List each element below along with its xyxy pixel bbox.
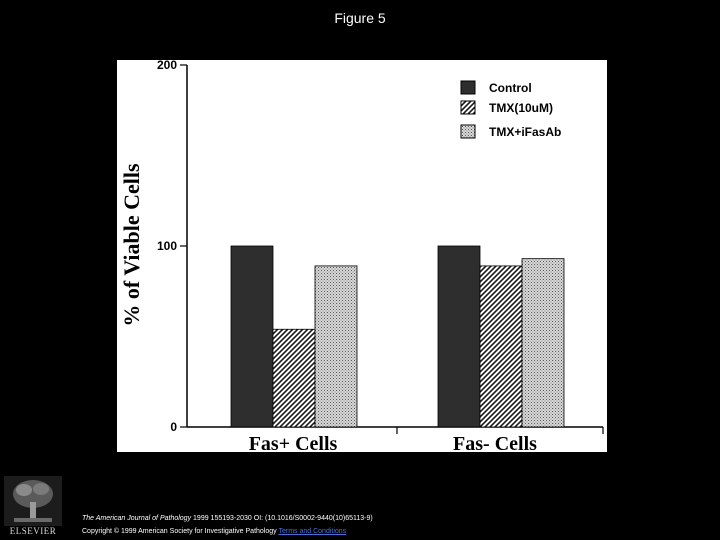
legend: Control TMX(10uM) TMX+iFasAb bbox=[460, 80, 561, 139]
elsevier-tree-logo bbox=[4, 476, 62, 526]
x-category-label: Fas- Cells bbox=[453, 433, 537, 452]
legend-label: TMX(10uM) bbox=[489, 101, 553, 115]
y-tick-label: 200 bbox=[157, 60, 177, 72]
x-category-label: Fas+ Cells bbox=[249, 433, 338, 452]
y-tick-label: 0 bbox=[170, 420, 177, 434]
publisher-name: ELSEVIER bbox=[9, 526, 57, 536]
bar-solid-fas-neg bbox=[437, 245, 481, 428]
bar-hatched-fas-pos bbox=[272, 328, 316, 428]
y-tick-label: 100 bbox=[157, 239, 177, 253]
citation-details: 1999 155193-2030 OI: (10.1016/S0002-9440… bbox=[193, 515, 373, 522]
legend-label: TMX+iFasAb bbox=[489, 125, 561, 139]
slide-title: Figure 5 bbox=[334, 10, 386, 26]
legend-swatch-control bbox=[460, 80, 476, 95]
bar-hatched-fas-neg bbox=[479, 265, 523, 428]
bar-stippled-fas-pos bbox=[314, 265, 358, 428]
bar-solid-fas-pos bbox=[230, 245, 274, 428]
legend-swatch-tmx bbox=[460, 100, 476, 115]
citation-line: The American Journal of Pathology 1999 1… bbox=[82, 515, 373, 522]
journal-name: The American Journal of Pathology bbox=[82, 515, 192, 522]
y-axis-title: % of Viable Cells bbox=[119, 163, 144, 327]
legend-label: Control bbox=[489, 81, 532, 95]
legend-swatch-tmx-ifasab bbox=[460, 124, 476, 139]
bar-stippled-fas-neg bbox=[521, 258, 565, 428]
copyright-text: Copyright © 1999 American Society for In… bbox=[82, 528, 277, 535]
bar-chart-figure: 0 100 200 % of Viable Cells Fas+ Cells Fas… bbox=[117, 60, 607, 452]
bar-chart: 0 100 200 % of Viable Cells Fas+ Cells Fas… bbox=[119, 60, 604, 452]
copyright-line: Copyright © 1999 American Society for In… bbox=[82, 528, 346, 535]
terms-link[interactable]: Terms and Conditions bbox=[278, 528, 347, 535]
